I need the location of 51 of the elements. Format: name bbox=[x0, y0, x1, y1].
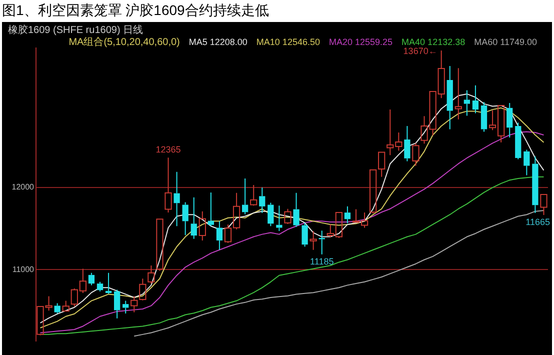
candlestick bbox=[524, 149, 530, 176]
annotation: 13670← bbox=[403, 46, 438, 56]
candlestick bbox=[293, 192, 300, 228]
candlestick bbox=[250, 184, 258, 206]
legend-title: MA组合(5,10,20,40,60,0) bbox=[68, 37, 180, 48]
candlestick bbox=[454, 68, 462, 120]
text: MA60 11749.00 bbox=[474, 37, 537, 47]
text: MA5 12208.00 bbox=[188, 37, 248, 47]
annotation: 11665 bbox=[526, 217, 550, 228]
candlestick bbox=[446, 66, 453, 130]
chart-title: 图1、利空因素笼罩 沪胶1609合约持续走低 bbox=[2, 2, 269, 20]
candlestick bbox=[310, 230, 317, 250]
candlestick bbox=[164, 157, 172, 214]
y-tick-label: 11000 bbox=[12, 264, 35, 274]
candlestick bbox=[174, 171, 180, 227]
candlestick bbox=[122, 300, 129, 314]
candlestick bbox=[515, 122, 522, 160]
candlestick bbox=[259, 187, 266, 214]
candlestick bbox=[532, 156, 538, 214]
candlestick bbox=[404, 125, 410, 162]
candlestick bbox=[506, 102, 513, 138]
candlestick bbox=[105, 272, 112, 294]
candlestick bbox=[464, 90, 470, 116]
candlestick bbox=[130, 296, 138, 313]
candlestick bbox=[344, 206, 351, 224]
annotation: 11185 bbox=[310, 256, 334, 266]
candlestick bbox=[54, 302, 60, 314]
candlestick bbox=[96, 281, 104, 292]
candlestick bbox=[139, 278, 146, 301]
candlestick bbox=[88, 272, 95, 286]
annotation: 12365 bbox=[156, 144, 181, 155]
candlestick bbox=[242, 178, 248, 215]
candlestick bbox=[114, 289, 120, 319]
candlestick bbox=[268, 202, 274, 227]
candlestick bbox=[182, 202, 188, 236]
candlestick bbox=[302, 222, 308, 248]
text: MA20 12559.25 bbox=[328, 37, 393, 47]
candlestick bbox=[216, 220, 223, 250]
y-tick-label: 12000 bbox=[12, 182, 35, 192]
candlestick bbox=[208, 192, 214, 227]
candlestick bbox=[276, 205, 282, 232]
candlestick bbox=[540, 194, 548, 216]
chart-subtitle: 橡胶1609 (SHFE ru1609) 日线 bbox=[8, 24, 144, 37]
candlestick bbox=[472, 84, 479, 114]
text: MA40 12132.38 bbox=[402, 37, 466, 47]
text: MA10 12546.50 bbox=[256, 37, 320, 47]
candlestick bbox=[480, 102, 488, 132]
candlestick bbox=[148, 264, 155, 284]
candlestick bbox=[378, 152, 386, 178]
candlestick bbox=[198, 210, 206, 241]
candlestick bbox=[190, 196, 197, 240]
